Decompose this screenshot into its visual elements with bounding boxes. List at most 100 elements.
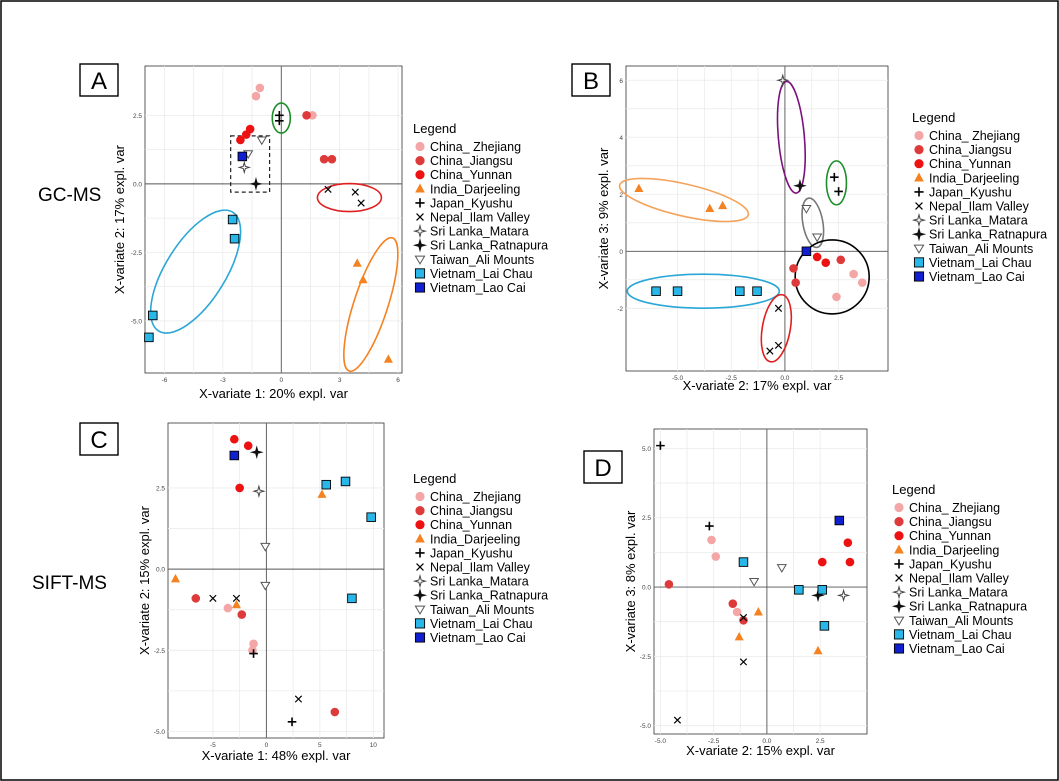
legend-entry-label: Sri Lanka_Ratnapura: [430, 239, 548, 253]
data-point: [324, 185, 332, 193]
data-point: [236, 135, 245, 145]
y-tick-label: -5.0: [131, 318, 143, 325]
legend-entry-label: Taiwan_Ali Mounts: [909, 614, 1013, 628]
data-point: [748, 577, 760, 587]
data-point: [774, 304, 783, 312]
data-point: [738, 557, 749, 567]
legend-marker: [911, 227, 927, 242]
legend-marker: [416, 563, 424, 571]
legend-entry-label: China_Yunnan: [430, 168, 512, 182]
data-point: [774, 341, 783, 349]
x-tick-label: -2.5: [708, 738, 720, 745]
data-point: [351, 188, 359, 196]
data-point: [358, 274, 368, 284]
x-tick-label: -5: [210, 742, 216, 749]
data-point: [347, 593, 357, 604]
legend-entry-label: China_Jiangsu: [430, 154, 513, 168]
legend-entry-label: China_Jiangsu: [909, 515, 992, 529]
data-point: [812, 252, 822, 262]
data-point: [752, 286, 762, 296]
y-axis-label: X-variate 3: 9% expl. var: [596, 147, 611, 289]
plot-area: [167, 422, 385, 739]
data-point: [249, 649, 258, 658]
x-tick-label: 10: [370, 742, 378, 749]
legend-marker: [414, 618, 426, 629]
x-tick-label: -5.0: [655, 738, 667, 745]
legend-marker: [911, 212, 927, 228]
x-tick-label: 0.0: [762, 738, 771, 745]
data-point: [843, 538, 853, 547]
x-tick-label: -2.5: [726, 375, 738, 382]
data-point: [817, 557, 827, 567]
data-point: [248, 646, 257, 655]
y-tick-label: -5.0: [154, 729, 166, 736]
group-ellipse: [825, 160, 848, 206]
legend-title: Legend: [413, 471, 456, 486]
legend-marker: [914, 145, 924, 155]
group-ellipse: [149, 209, 242, 334]
legend-marker: [891, 599, 907, 614]
data-point: [811, 233, 823, 243]
data-point: [734, 632, 744, 641]
group-ellipse: [626, 273, 781, 309]
legend-entry-label: Taiwan_Ali Mounts: [430, 253, 534, 267]
plot-area: [653, 428, 868, 735]
legend-marker: [893, 643, 905, 654]
data-point: [330, 707, 340, 717]
data-point: [252, 484, 266, 499]
y-tick-label: 2.5: [642, 515, 651, 522]
data-point: [739, 616, 748, 625]
legend-marker: [414, 605, 426, 615]
panel-letter-box: [571, 63, 611, 97]
panels: -6 -3 0 3 6 -5.0 -2.5 0.0 2.5 X-variate 1: 20% ex…: [79, 63, 1047, 763]
legend-entry-label: Vietnam_Lao Cai: [430, 281, 526, 295]
legend-marker: [894, 502, 904, 513]
data-point: [834, 187, 843, 196]
data-point: [231, 599, 241, 609]
legend-marker: [415, 198, 425, 208]
x-tick-label: 5: [318, 742, 322, 749]
data-point: [352, 258, 362, 267]
y-axis-label: X-variate 2: 17% expl. var: [112, 144, 127, 294]
legend-entry-label: Japan_Kyushu: [430, 546, 513, 560]
y-axis-label: X-variate 3: 8% expl. var: [623, 510, 638, 652]
data-point: [817, 585, 828, 595]
data-point: [321, 479, 332, 490]
data-point: [832, 292, 841, 302]
legend-marker: [914, 159, 924, 169]
legend-entry-label: Nepal_Ilam Valley: [909, 572, 1010, 586]
legend-entry-label: China_Jiangsu: [430, 504, 513, 518]
data-point: [302, 111, 311, 120]
legend-marker: [412, 588, 428, 603]
panel-letter-box: [79, 63, 119, 97]
legend-entry-label: China_Yunnan: [909, 529, 991, 543]
x-tick-label: 2.5: [834, 375, 843, 382]
group-ellipse: [794, 239, 870, 315]
legend: Legend China_ ZhejiangChina_JiangsuChina_…: [891, 482, 1027, 656]
data-point: [707, 535, 716, 545]
legend-entry-label: Vietnam_Lao Cai: [929, 270, 1025, 284]
data-point: [243, 441, 253, 451]
data-point: [801, 205, 812, 214]
data-point: [794, 585, 804, 595]
x-axis-label: X-variate 2: 17% expl. var: [683, 378, 833, 393]
data-points: [656, 441, 855, 724]
x-tick-label: -6: [162, 377, 168, 384]
data-point: [340, 476, 351, 487]
data-point: [849, 269, 858, 279]
data-point: [775, 73, 790, 88]
y-tick-label: 4: [619, 135, 623, 142]
group-ellipse: [343, 236, 399, 373]
legend-marker: [412, 573, 428, 589]
legend-entry-label: India_Darjeeling: [909, 543, 999, 557]
legend-marker: [893, 629, 905, 640]
data-point: [229, 233, 240, 244]
legend-marker: [414, 268, 426, 279]
legend-marker: [915, 202, 923, 210]
legend-marker: [412, 223, 428, 239]
legend-entry-label: Nepal_Ilam Valley: [430, 211, 531, 225]
group-ellipse: [271, 102, 292, 134]
data-point: [718, 200, 728, 210]
legend-marker: [914, 172, 924, 182]
